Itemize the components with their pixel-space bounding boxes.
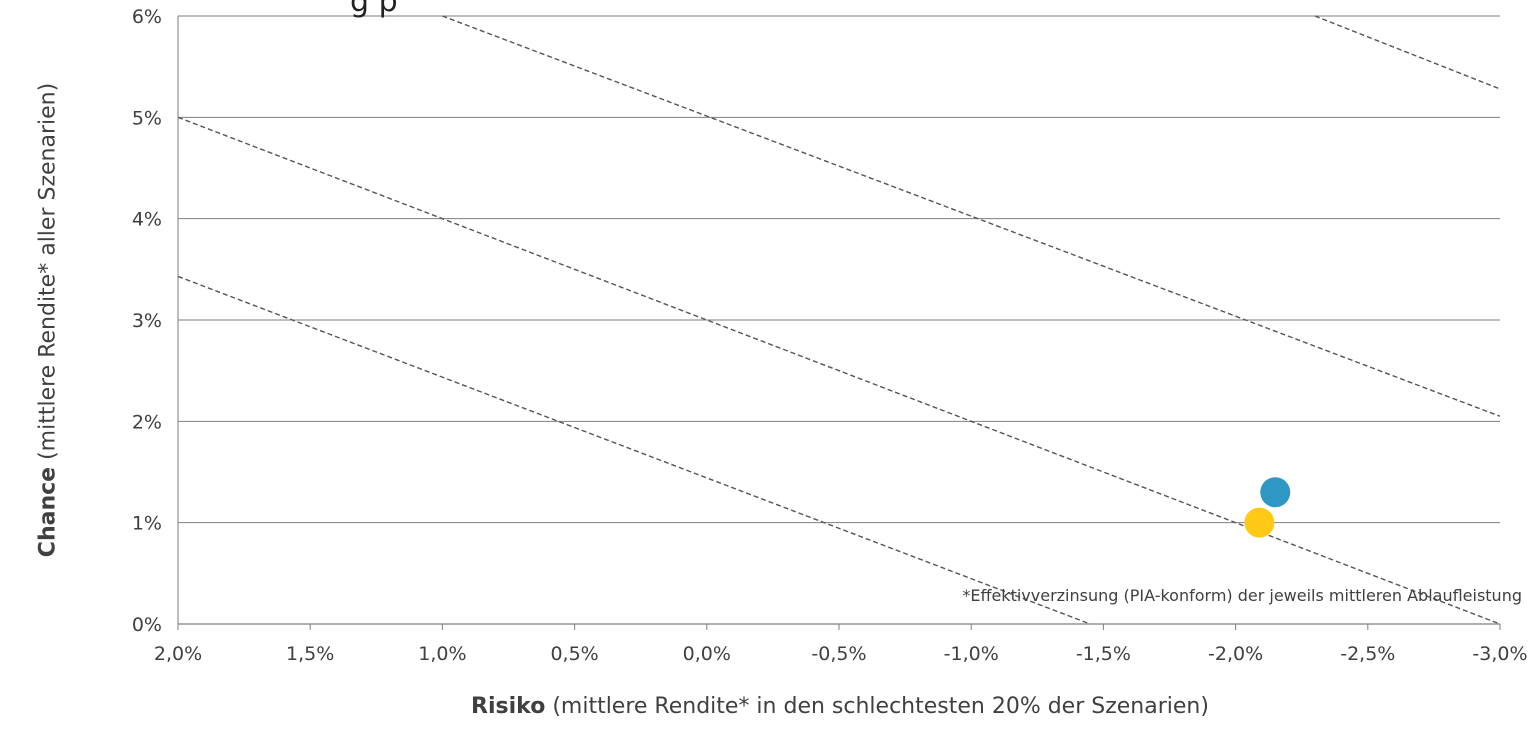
y-axis-label: Chance (mittlere Rendite* aller Szenarie… xyxy=(36,83,61,557)
y-axis-label-bold: Chance xyxy=(35,466,61,558)
grid-layer xyxy=(178,15,1500,524)
reference-line xyxy=(177,116,1501,625)
x-tick-label: -2,5% xyxy=(1340,643,1395,665)
x-axis-label-rest: (mittlere Rendite* in den schlechtesten … xyxy=(545,694,1209,719)
reference-line xyxy=(442,15,1501,417)
chart-title-partial: g p xyxy=(350,0,398,19)
x-tick-label: -2,0% xyxy=(1208,643,1263,665)
annotation-note: *Effektivverzinsung (PIA-konform) der je… xyxy=(962,586,1522,605)
scatter-point xyxy=(1244,507,1275,538)
x-tick-label: -1,5% xyxy=(1076,643,1131,665)
x-axis-label-bold: Risiko xyxy=(471,694,546,719)
y-tick-label: 0% xyxy=(132,614,162,636)
x-axis-label: Risiko (mittlere Rendite* in den schlech… xyxy=(471,694,1209,719)
y-tick-label: 3% xyxy=(132,310,162,332)
reference-lines-layer xyxy=(177,15,1501,625)
x-tick-label: -3,0% xyxy=(1472,643,1527,665)
y-tick-label: 6% xyxy=(132,6,162,28)
y-tick-label: 1% xyxy=(132,513,162,535)
x-tick-label: 0,0% xyxy=(683,643,731,665)
x-tick-label: 1,5% xyxy=(286,643,334,665)
y-tick-label: 5% xyxy=(132,107,162,129)
y-tick-label: 2% xyxy=(132,411,162,433)
x-tick-label: -1,0% xyxy=(944,643,999,665)
reference-line xyxy=(1314,15,1501,90)
x-tick-label: 0,5% xyxy=(550,643,598,665)
x-tick-label: 1,0% xyxy=(418,643,466,665)
x-tick-label: 2,0% xyxy=(154,643,202,665)
scatter-point xyxy=(1260,477,1291,508)
axis-layer: 0% 1% 2% 3% 4% 5% 6% 2,0% 1,5% 1,0% 0,5% 0,0% -0,5% -… xyxy=(132,6,1528,665)
x-tick-label: -0,5% xyxy=(811,643,866,665)
y-tick-label: 4% xyxy=(132,209,162,231)
points-layer xyxy=(1244,477,1291,538)
reference-line xyxy=(177,275,1091,625)
y-axis-label-rest: (mittlere Rendite* aller Szenarien) xyxy=(35,82,61,467)
